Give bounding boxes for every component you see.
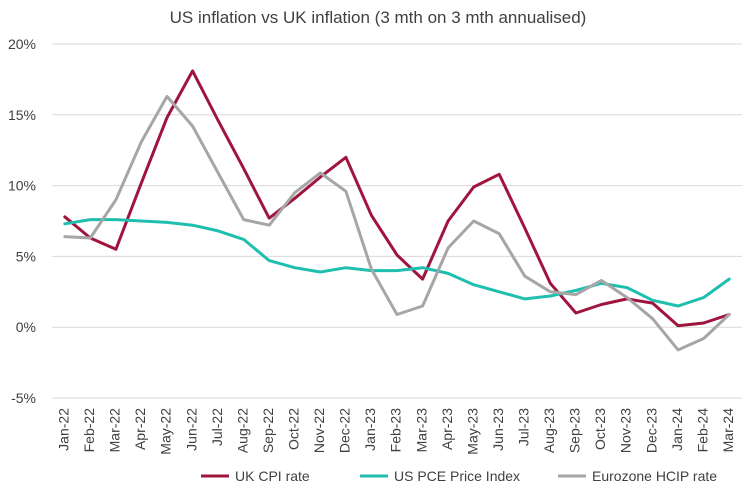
x-tick-label: Dec-22 bbox=[337, 408, 353, 453]
x-tick-label: May-23 bbox=[464, 408, 480, 455]
x-tick-label: Jun-23 bbox=[490, 408, 506, 451]
y-tick-label: 20% bbox=[8, 36, 36, 52]
y-tick-label: 5% bbox=[16, 248, 36, 264]
legend-item: Eurozone HCIP rate bbox=[558, 468, 717, 484]
x-tick-label: Jun-22 bbox=[183, 408, 199, 451]
x-tick-label: Jul-23 bbox=[515, 408, 531, 446]
legend-label: UK CPI rate bbox=[235, 468, 310, 484]
legend-label: Eurozone HCIP rate bbox=[592, 468, 717, 484]
x-tick-label: Feb-24 bbox=[694, 408, 710, 453]
legend-label: US PCE Price Index bbox=[394, 468, 520, 484]
y-tick-label: -5% bbox=[11, 390, 36, 406]
x-tick-label: Aug-22 bbox=[234, 408, 250, 453]
x-tick-label: Apr-23 bbox=[439, 408, 455, 450]
x-tick-label: Feb-23 bbox=[388, 408, 404, 453]
x-tick-label: Mar-22 bbox=[107, 408, 123, 453]
x-tick-label: Aug-23 bbox=[541, 408, 557, 453]
chart-title: US inflation vs UK inflation (3 mth on 3… bbox=[169, 8, 587, 27]
x-tick-label: Mar-23 bbox=[413, 408, 429, 453]
series-line-2 bbox=[63, 218, 731, 308]
x-tick-label: Oct-23 bbox=[592, 408, 608, 450]
x-tick-label: Jul-22 bbox=[209, 408, 225, 446]
x-tick-label: Feb-22 bbox=[81, 408, 97, 453]
legend: UK CPI rate US PCE Price Index Eurozone HC… bbox=[201, 468, 717, 484]
x-tick-label: May-22 bbox=[158, 408, 174, 455]
x-tick-label: Dec-23 bbox=[643, 408, 659, 453]
x-tick-label: Nov-23 bbox=[618, 408, 634, 453]
y-tick-label: 15% bbox=[8, 107, 36, 123]
x-tick-label: Nov-22 bbox=[311, 408, 327, 453]
x-tick-label: Jan-24 bbox=[669, 408, 685, 451]
x-tick-label: Mar-24 bbox=[720, 408, 736, 453]
x-tick-label: Jan-23 bbox=[362, 408, 378, 451]
x-tick-label: Jan-22 bbox=[55, 408, 71, 451]
legend-item: UK CPI rate bbox=[201, 468, 310, 484]
x-tick-label: Sep-22 bbox=[260, 408, 276, 453]
x-tick-label: Apr-22 bbox=[132, 408, 148, 450]
y-tick-label: 0% bbox=[16, 319, 36, 335]
series-line-1 bbox=[63, 69, 731, 328]
x-axis-labels: Jan-22 Feb-22 Mar-22 Apr-22 May-22 Jun-22 Jul-… bbox=[55, 408, 735, 455]
x-tick-label: Sep-23 bbox=[567, 408, 583, 453]
series-line-3 bbox=[63, 94, 731, 352]
x-tick-label: Oct-22 bbox=[285, 408, 301, 450]
y-tick-label: 10% bbox=[8, 178, 36, 194]
legend-item: US PCE Price Index bbox=[360, 468, 520, 484]
